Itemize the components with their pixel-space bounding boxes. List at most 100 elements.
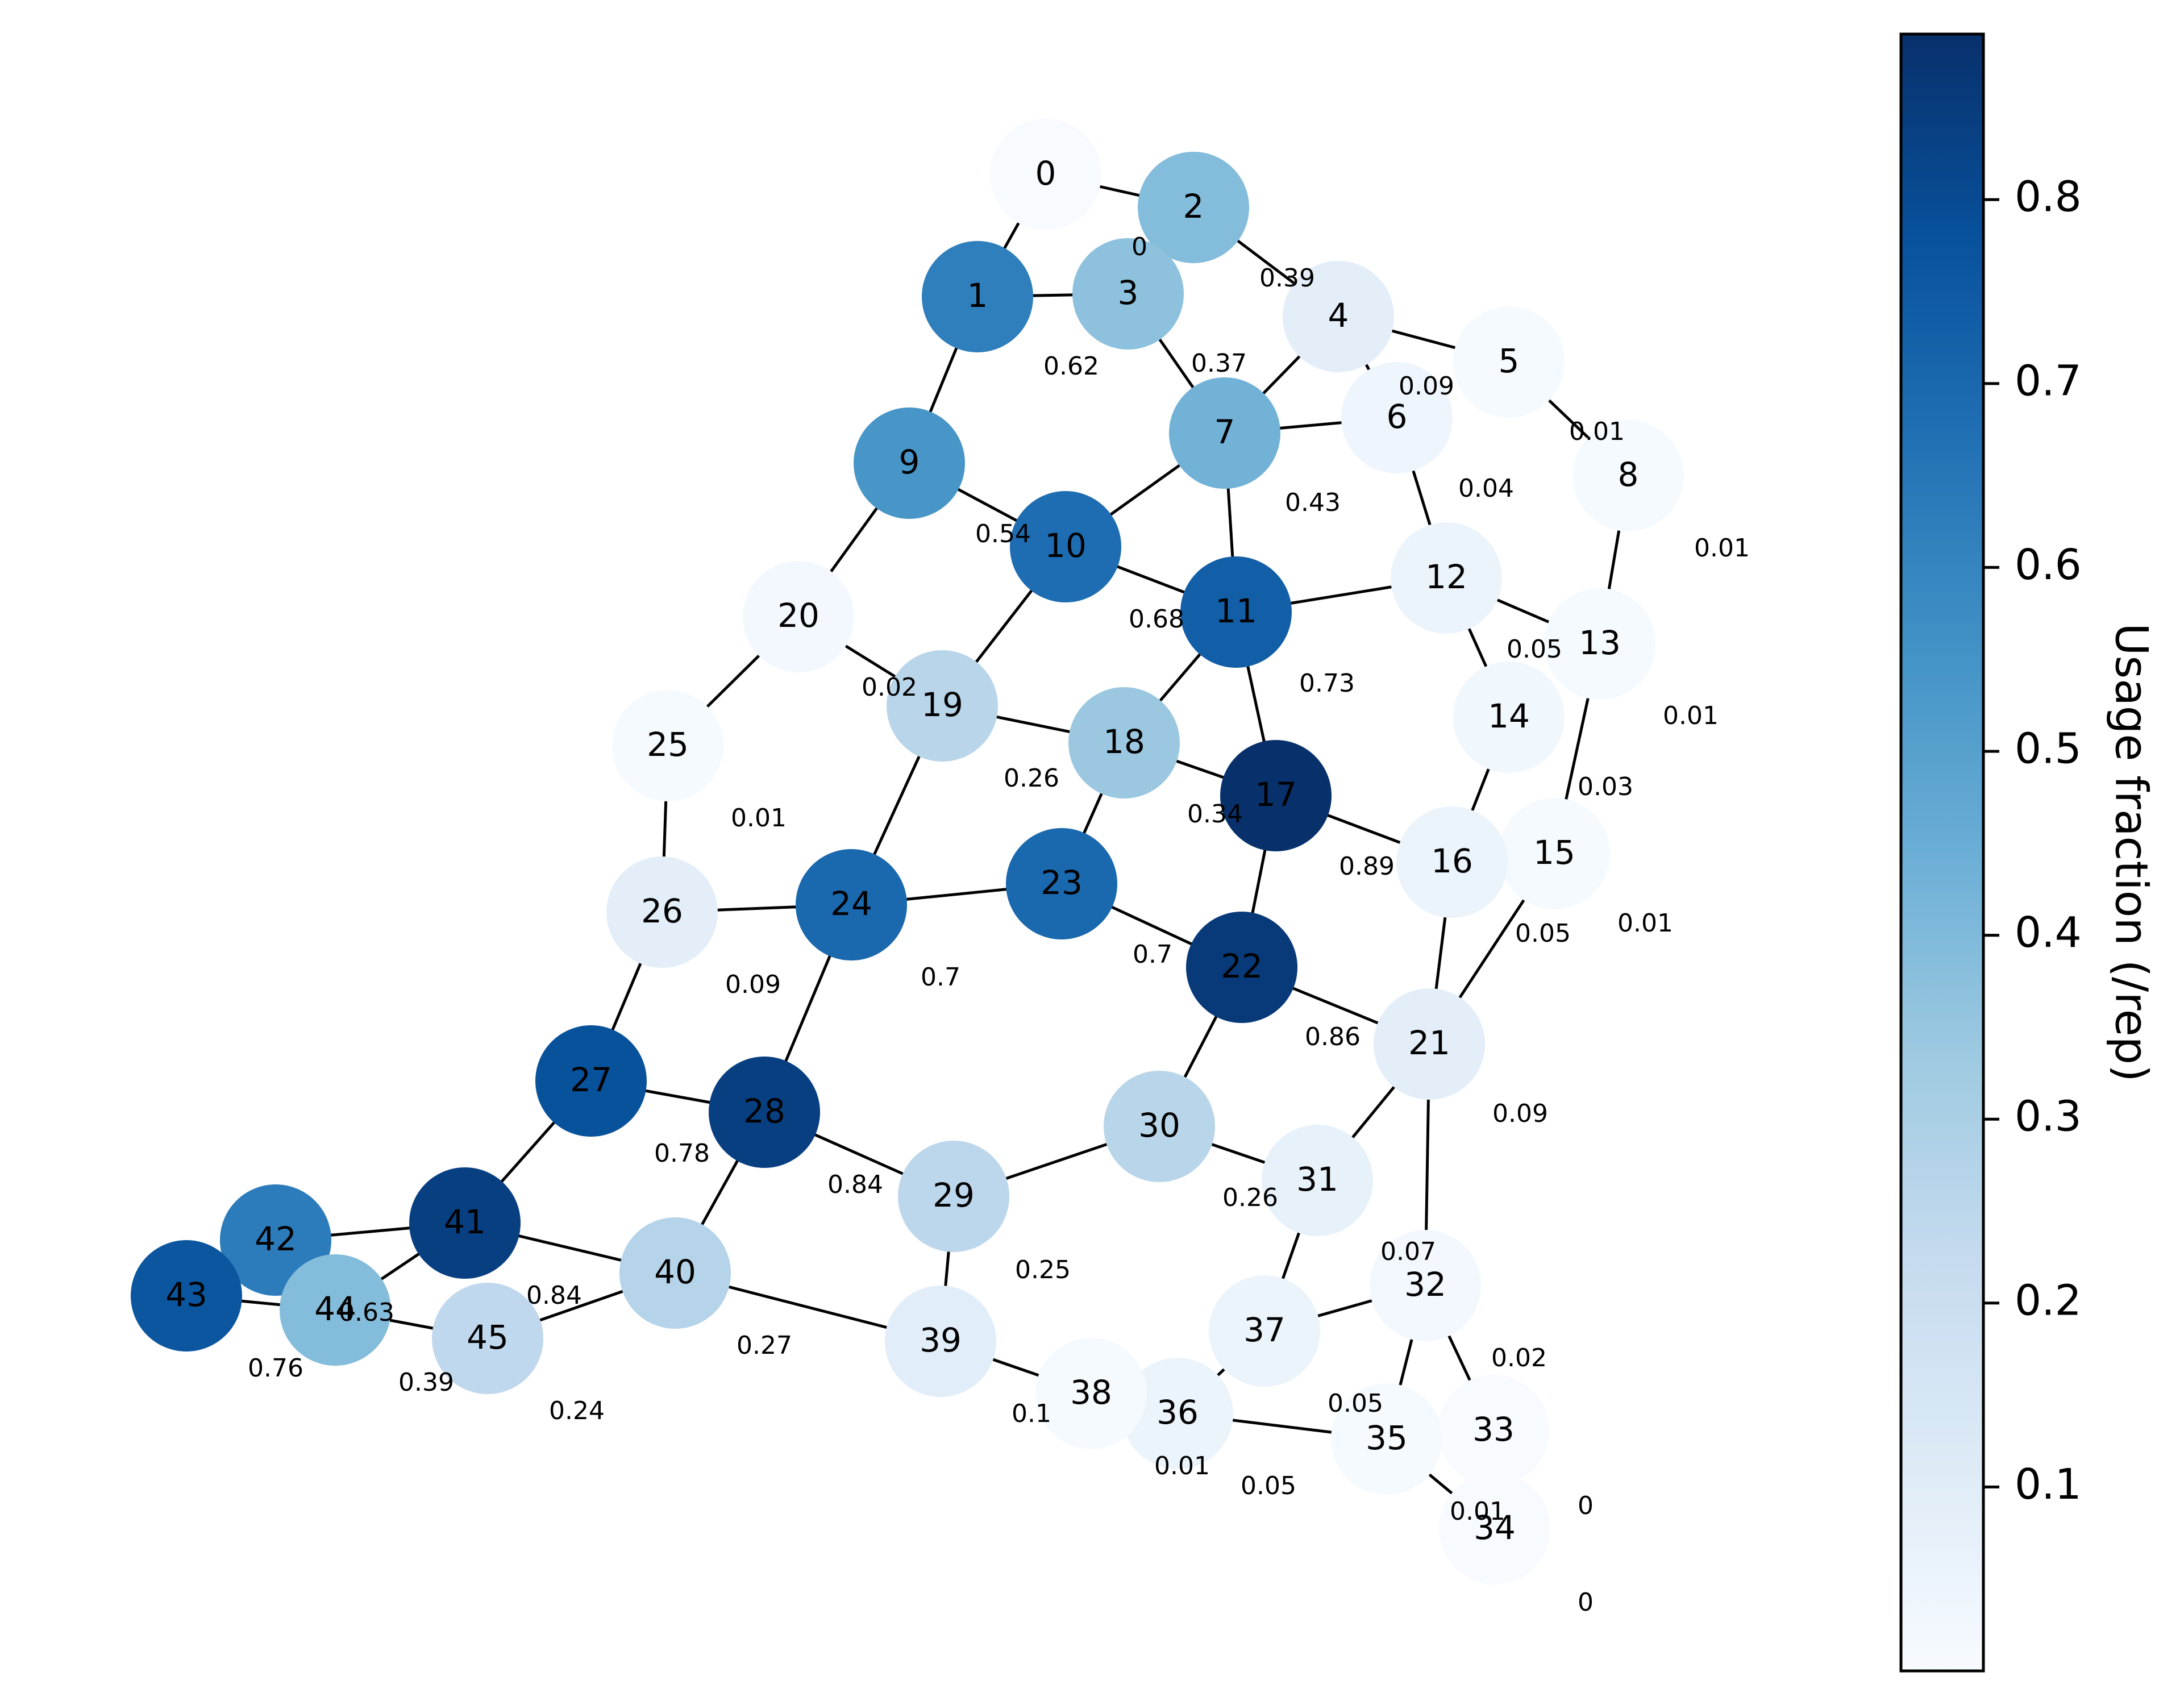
colorbar: 0.1 0.2 0.3 0.4 0.5 0.6 0.7 0.8 Usage fraction … xyxy=(1899,32,2157,1673)
colorbar-gradient xyxy=(1899,32,1985,1673)
node-label: 34 xyxy=(1474,1508,1516,1547)
node-circle xyxy=(1391,522,1502,634)
node-37: 37 xyxy=(1209,1275,1320,1387)
usage-value-13: 0.01 xyxy=(1663,701,1719,730)
usage-value-30: 0.26 xyxy=(1222,1183,1278,1212)
node-label: 21 xyxy=(1408,1024,1450,1062)
node-circle xyxy=(1438,1375,1549,1486)
usage-value-26: 0.09 xyxy=(725,970,781,999)
node-label: 31 xyxy=(1296,1160,1338,1199)
usage-value-17: 0.89 xyxy=(1339,852,1395,881)
node-label: 15 xyxy=(1533,833,1575,872)
usage-value-11: 0.73 xyxy=(1299,669,1355,698)
node-circle xyxy=(1180,556,1292,668)
node-label: 27 xyxy=(570,1061,612,1099)
node-circle xyxy=(796,849,907,960)
node-36: 36 xyxy=(1122,1358,1233,1469)
node-16: 16 xyxy=(1396,806,1508,918)
node-9: 9 xyxy=(854,407,965,519)
node-circle xyxy=(1341,362,1453,473)
usage-value-39: 0.1 xyxy=(1012,1399,1051,1428)
usage-labels-layer: 0 0.62 0.39 0.37 0.09 0.01 0.04 0.43 0.01 0.54 0.6… xyxy=(248,232,1750,1617)
node-circle xyxy=(1006,828,1117,939)
node-1: 1 xyxy=(922,241,1033,352)
node-circle xyxy=(1544,588,1655,700)
colorbar-tick-label: 0.1 xyxy=(2015,1460,2082,1509)
node-29: 29 xyxy=(898,1141,1009,1252)
node-label: 35 xyxy=(1366,1419,1408,1457)
node-label: 1 xyxy=(967,276,988,315)
node-22: 22 xyxy=(1186,912,1297,1023)
node-30: 30 xyxy=(1104,1071,1215,1182)
node-6: 6 xyxy=(1341,362,1453,473)
usage-value-0: 0 xyxy=(1131,232,1147,261)
node-label: 17 xyxy=(1255,775,1297,814)
node-label: 11 xyxy=(1215,592,1257,630)
node-circle xyxy=(535,1025,647,1137)
node-circle xyxy=(1010,491,1121,602)
usage-value-31: 0.07 xyxy=(1380,1237,1436,1266)
node-45: 45 xyxy=(432,1283,543,1394)
node-circle xyxy=(709,1057,820,1168)
usage-value-25: 0.01 xyxy=(731,804,787,833)
node-label: 30 xyxy=(1138,1106,1180,1145)
usage-value-34: 0 xyxy=(1578,1588,1594,1617)
nodes-layer: 0123456789101112131415161718192021222324… xyxy=(131,119,1684,1585)
node-11: 11 xyxy=(1180,556,1292,668)
node-label: 2 xyxy=(1183,187,1204,226)
node-label: 44 xyxy=(314,1290,356,1328)
node-13: 13 xyxy=(1544,588,1655,700)
usage-value-29: 0.25 xyxy=(1015,1255,1071,1284)
node-24: 24 xyxy=(796,849,907,960)
node-label: 8 xyxy=(1618,455,1639,494)
usage-value-6: 0.04 xyxy=(1458,474,1514,503)
colorbar-tick-label: 0.6 xyxy=(2015,540,2082,589)
usage-value-40: 0.27 xyxy=(737,1331,792,1360)
colorbar-tick-label: 0.2 xyxy=(2015,1276,2082,1325)
node-circle xyxy=(1068,687,1180,799)
usage-value-3: 0.37 xyxy=(1191,349,1247,378)
usage-value-1: 0.62 xyxy=(1043,352,1099,381)
usage-value-16: 0.05 xyxy=(1515,919,1571,948)
usage-value-33: 0 xyxy=(1578,1491,1594,1520)
node-circle xyxy=(922,241,1033,352)
colorbar-tick: 0.5 xyxy=(1983,725,2082,774)
colorbar-tick: 0.2 xyxy=(1983,1276,2082,1325)
node-31: 31 xyxy=(1262,1125,1373,1236)
colorbar-tick: 0.1 xyxy=(1983,1460,2082,1509)
node-43: 43 xyxy=(131,1240,242,1351)
node-label: 12 xyxy=(1425,558,1467,596)
usage-value-24: 0.7 xyxy=(921,963,960,992)
usage-value-19: 0.26 xyxy=(1004,764,1059,793)
node-35: 35 xyxy=(1331,1383,1442,1495)
node-circle xyxy=(1396,806,1508,918)
colorbar-tick-label: 0.3 xyxy=(2015,1092,2082,1141)
node-circle xyxy=(409,1167,521,1279)
node-label: 3 xyxy=(1118,273,1139,312)
usage-value-23: 0.7 xyxy=(1133,940,1172,969)
node-28: 28 xyxy=(709,1057,820,1168)
usage-value-37: 0.05 xyxy=(1328,1389,1383,1418)
node-40: 40 xyxy=(619,1217,731,1329)
node-label: 9 xyxy=(899,443,920,481)
node-label: 13 xyxy=(1579,623,1621,662)
usage-value-12: 0.05 xyxy=(1507,635,1562,664)
node-label: 43 xyxy=(165,1275,207,1314)
usage-value-2: 0.39 xyxy=(1259,264,1315,293)
colorbar-label: Usage fraction (/rep) xyxy=(2106,623,2157,1082)
node-label: 14 xyxy=(1488,697,1530,735)
colorbar-tick: 0.6 xyxy=(1983,540,2082,589)
node-circle xyxy=(1169,377,1280,489)
node-label: 40 xyxy=(654,1253,696,1291)
node-14: 14 xyxy=(1453,662,1565,773)
node-circle xyxy=(1262,1125,1373,1236)
node-circle xyxy=(1072,238,1184,350)
node-circle xyxy=(1186,912,1297,1023)
node-label: 32 xyxy=(1404,1265,1446,1304)
colorbar-tick: 0.4 xyxy=(1983,908,2082,957)
usage-value-15: 0.01 xyxy=(1617,909,1673,938)
node-label: 41 xyxy=(444,1203,486,1241)
node-label: 4 xyxy=(1328,296,1349,335)
usage-value-9: 0.54 xyxy=(975,519,1031,548)
node-circle xyxy=(1499,798,1610,909)
